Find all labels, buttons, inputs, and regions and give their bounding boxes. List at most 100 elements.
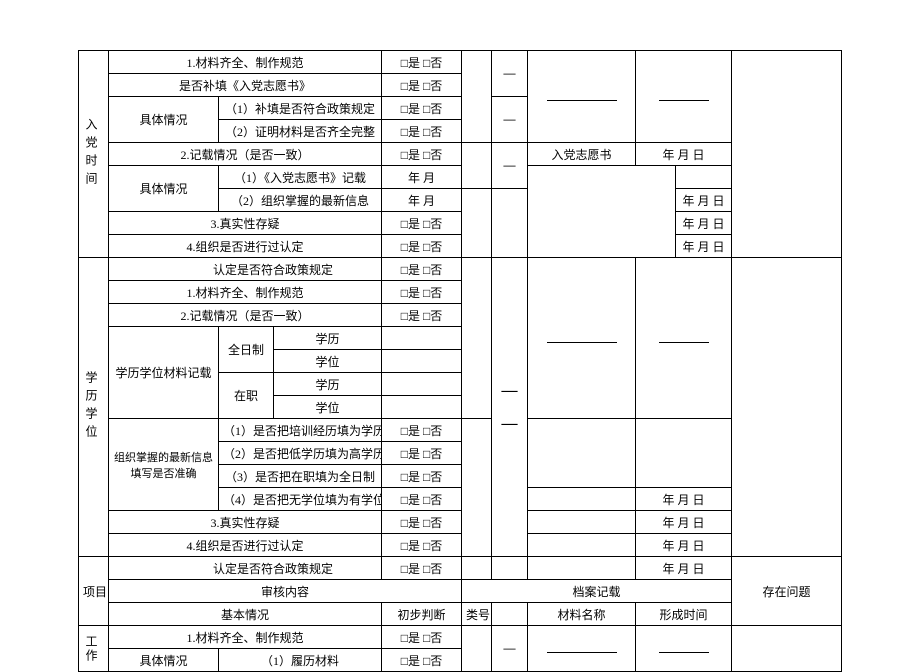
edu-g2b: （2）是否把低学历填为高学历 [219,442,382,465]
edu-g1-v1a-blank [382,327,462,350]
edu-r1-check: □是 □否 [382,281,462,304]
party-r3a: （1）补填是否符合政策规定 [219,97,382,120]
formtime-label: 形成时间 [636,603,732,626]
party-dash-4 [492,189,528,258]
edu-r8: 认定是否符合政策规定 [109,557,382,580]
issue-label: 存在问题 [732,557,842,626]
edu-r7: 4.组织是否进行过认定 [109,534,382,557]
edu-g1-v1a: 学历 [274,327,382,350]
party-matname-1 [528,51,636,143]
edu-g1-v2b-blank [382,396,462,419]
party-r6-check: □是 □否 [382,212,462,235]
archive-label: 档案记载 [462,580,732,603]
party-r5b: （2）组织掌握的最新信息 [219,189,382,212]
work-issue [732,626,842,672]
edu-r6: 3.真实性存疑 [109,511,382,534]
party-r3b-check: □是 □否 [382,120,462,143]
edu-g1a: 全日制 [219,327,274,373]
work-r2a-check: □是 □否 [382,649,462,672]
edu-matname-1 [528,258,636,419]
party-dash-3: — [492,143,528,189]
basic-label: 基本情况 [109,603,382,626]
edu-g2c: （3）是否把在职填为全日制 [219,465,382,488]
edu-g2c-check: □是 □否 [382,465,462,488]
prelim-label: 初步判断 [382,603,462,626]
party-r5a-val: 年 月 [382,166,462,189]
party-r3-label: 具体情况 [109,97,219,143]
edu-g1-v1b-blank [382,373,462,396]
party-r8-check: □是 □否 [382,258,462,281]
edu-catno-1 [462,258,492,419]
work-catno [462,626,492,672]
audit-form-table: 入党时间 1.材料齐全、制作规范 □是 □否 — 是否补填《入党志愿书》 □是 … [78,50,842,672]
proj-label: 项目 [79,557,109,626]
edu-r6-time: 年 月 日 [636,488,732,511]
work-dash: — [492,626,528,672]
party-r2: 是否补填《入党志愿书》 [109,74,382,97]
edu-mat-r8 [528,534,636,557]
party-r3a-check: □是 □否 [382,97,462,120]
work-r2a: （1）履历材料 [219,649,382,672]
party-catno-3 [462,189,492,258]
work-r1: 1.材料齐全、制作规范 [109,626,382,649]
party-r5a: （1）《入党志愿书》记载 [219,166,382,189]
edu-mat-r6 [528,488,636,511]
edu-mat-r8b [528,557,636,580]
edu-time-2 [636,419,732,488]
party-r1-check: □是 □否 [382,51,462,74]
edu-g2d-check: □是 □否 [382,488,462,511]
edu-issue [732,258,842,557]
party-section-header: 入党时间 [79,51,109,258]
audit-label: 审核内容 [109,580,462,603]
work-section-header: 工作 [79,626,109,672]
party-r5-mat: 入党志愿书 [528,143,636,166]
party-r8-time: 年 月 日 [676,235,732,258]
party-r6-time: 年 月 日 [676,189,732,212]
party-r4-check: □是 □否 [382,143,462,166]
party-r2-check: □是 □否 [382,74,462,97]
party-catno-1 [462,51,492,143]
party-issue [732,51,842,258]
edu-g2b-check: □是 □否 [382,442,462,465]
party-time-1 [636,51,732,143]
edu-seq: —— [492,258,528,557]
edu-catno-2 [462,419,492,557]
edu-time-1 [636,258,732,419]
edu-matname-2 [528,419,636,488]
edu-r7-time: 年 月 日 [636,511,732,534]
party-r5-label: 具体情况 [109,166,219,212]
edu-g2a-check: □是 □否 [382,419,462,442]
party-r4: 2.记载情况（是否一致） [109,143,382,166]
work-r2-label: 具体情况 [109,649,219,672]
edu-seq-3 [492,557,528,580]
edu-r2-check: □是 □否 [382,304,462,327]
edu-r8-time: 年 月 日 [636,534,732,557]
party-r5-time: 年 月 日 [636,143,732,166]
seq-label [492,603,528,626]
edu-g1b: 在职 [219,373,274,419]
catno-label: 类号 [462,603,492,626]
party-r6: 3.真实性存疑 [109,212,382,235]
party-r3b: （2）证明材料是否齐全完整 [219,120,382,143]
edu-r7-check: □是 □否 [382,534,462,557]
edu-r6-check: □是 □否 [382,511,462,534]
edu-catno-3 [462,557,492,580]
party-catno-2 [462,143,492,189]
work-r1-check: □是 □否 [382,626,462,649]
party-dash-2: — [492,97,528,143]
edu-g2d: （4）是否把无学位填为有学位 [219,488,382,511]
party-dash-1: — [492,51,528,97]
edu-g1: 学历学位材料记载 [109,327,219,419]
edu-g1-v1b: 学历 [274,373,382,396]
edu-g1-v2a: 学位 [274,350,382,373]
edu-mat-r7 [528,511,636,534]
work-matname [528,626,636,672]
party-r8-sub: 认定是否符合政策规定 [109,258,382,281]
edu-section-header: 学历学位 [79,258,109,557]
party-r1: 1.材料齐全、制作规范 [109,51,382,74]
edu-g2a: （1）是否把培训经历填为学历 [219,419,382,442]
party-r7-time: 年 月 日 [676,212,732,235]
matname-label: 材料名称 [528,603,636,626]
edu-g2: 组织掌握的最新信息填写是否准确 [109,419,219,511]
edu-g1-v2b: 学位 [274,396,382,419]
